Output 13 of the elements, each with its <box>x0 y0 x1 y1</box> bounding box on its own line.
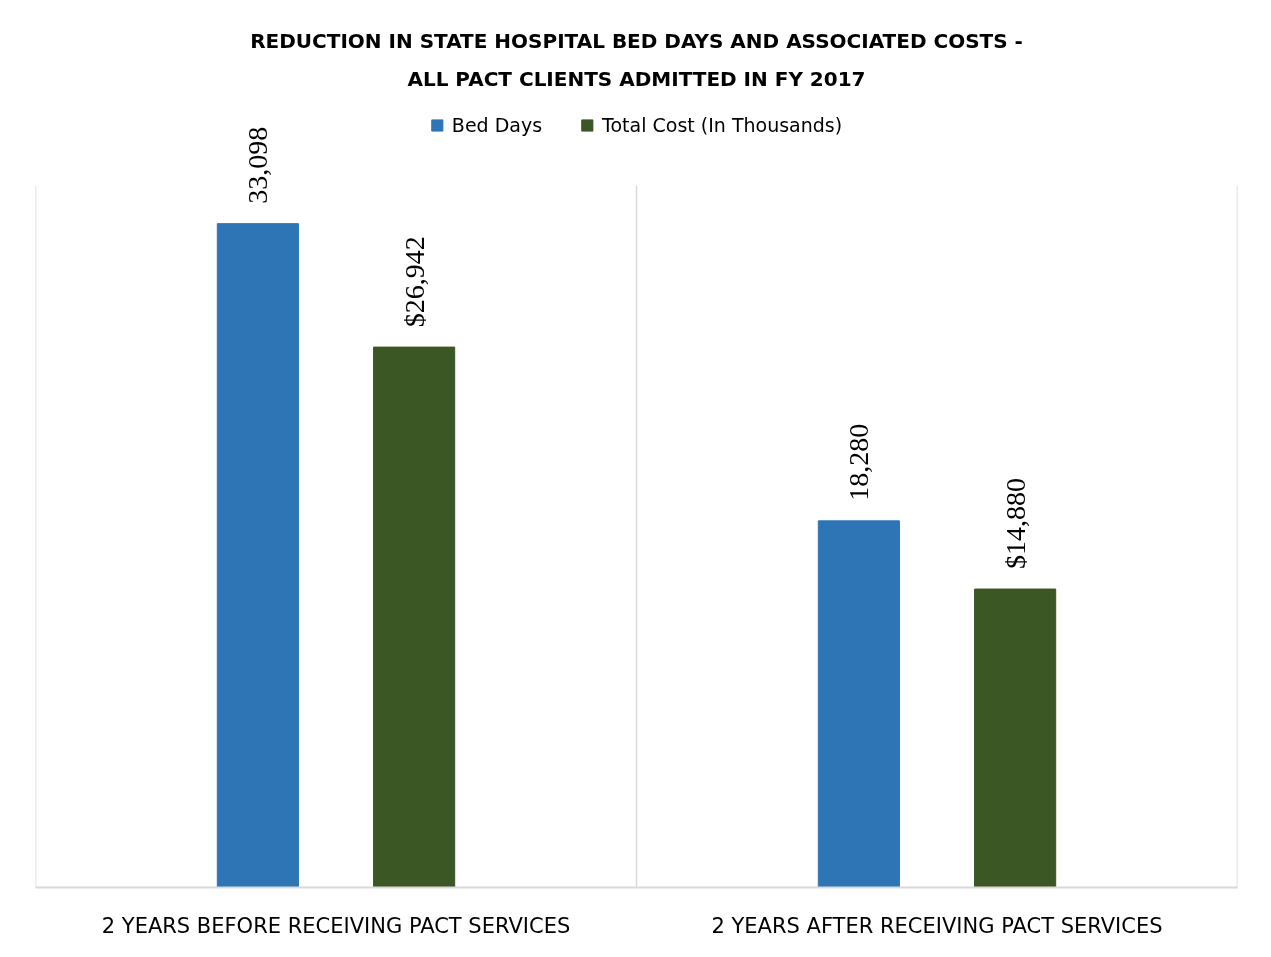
data-label: 18,280 <box>842 423 874 501</box>
bar <box>216 223 299 888</box>
chart-title: REDUCTION IN STATE HOSPITAL BED DAYS AND ASSOCIATED COSTS - ALL PACT CLIENTS ADMITTED IN FY 2017 <box>250 28 1023 91</box>
legend-label: Bed Days <box>451 114 543 136</box>
bar <box>974 588 1057 888</box>
bar <box>817 520 900 888</box>
legend-label: Total Cost (In Thousands) <box>602 114 843 136</box>
x-tick-label: 2 YEARS BEFORE RECEIVING PACT SERVICES <box>101 913 571 938</box>
data-label: $26,942 <box>398 236 430 328</box>
data-label: $14,880 <box>999 478 1031 570</box>
x-tick-label: 2 YEARS AFTER RECEIVING PACT SERVICES <box>711 913 1163 938</box>
data-label: 33,098 <box>241 126 273 204</box>
bar <box>373 346 456 888</box>
